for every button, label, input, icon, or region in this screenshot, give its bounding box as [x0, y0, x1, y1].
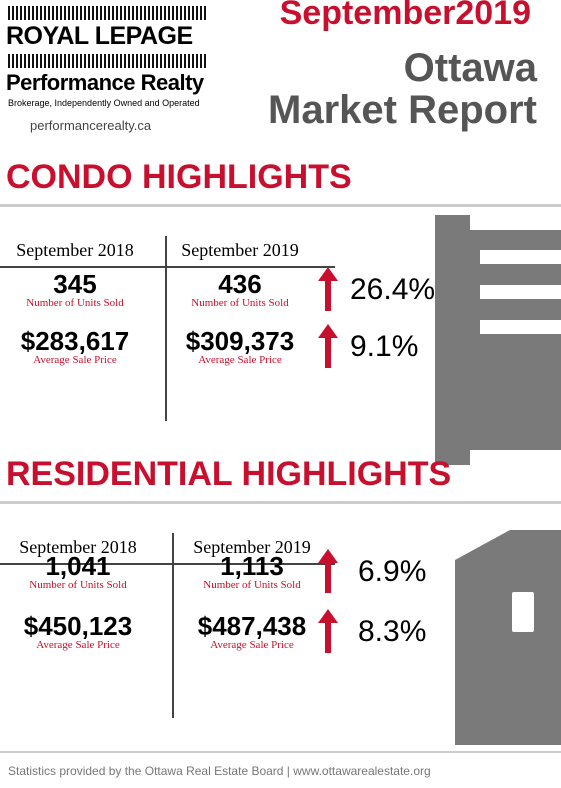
section-title: CONDO HIGHLIGHTS	[6, 158, 352, 196]
logo-brand: ROYAL LEPAGE	[6, 22, 193, 50]
residential-house-icon	[455, 530, 561, 745]
footer: Statistics provided by the Ottawa Real E…	[8, 764, 431, 778]
previous-value: $450,123	[23, 611, 133, 641]
percent-change: 6.9%	[358, 555, 427, 588]
report-title: Ottawa	[403, 46, 537, 90]
column-header: September 2018	[19, 537, 137, 557]
previous-value: $283,617	[20, 326, 130, 356]
percent-change: 9.1%	[350, 330, 419, 363]
current-value: 1,113	[220, 551, 284, 581]
section-title: RESIDENTIAL HIGHLIGHTS	[6, 455, 452, 493]
report-date: September2019	[279, 0, 531, 32]
metric-label: Number of Units Sold	[191, 297, 289, 309]
rule	[0, 204, 561, 207]
metric-label: Average Sale Price	[210, 639, 294, 651]
logo-stripes	[8, 6, 208, 20]
condo-building-icon	[435, 215, 561, 465]
column-header: September 2019	[181, 240, 299, 260]
report-title: Market Report	[268, 88, 537, 132]
rule	[0, 563, 335, 565]
current-value: 436	[218, 269, 262, 299]
column-divider	[165, 236, 167, 421]
logo-name: Performance Realty	[6, 70, 204, 95]
column-header: September 2019	[193, 537, 311, 557]
percent-change: 8.3%	[358, 615, 427, 648]
previous-value: 1,041	[45, 551, 111, 581]
metric-label: Average Sale Price	[33, 354, 117, 366]
logo-website: performancerealty.ca	[30, 118, 152, 133]
metric-label: Number of Units Sold	[29, 579, 127, 591]
metric-label: Number of Units Sold	[26, 297, 124, 309]
logo-stripes	[8, 54, 208, 68]
percent-change: 26.4%	[350, 273, 436, 306]
column-header: September 2018	[16, 240, 134, 260]
up-arrow	[318, 324, 338, 368]
logo-tagline: Brokerage, Independently Owned and Opera…	[8, 98, 200, 108]
up-arrow	[318, 609, 338, 653]
rule	[0, 266, 335, 268]
current-value: $309,373	[185, 326, 295, 356]
current-value: $487,438	[197, 611, 307, 641]
up-arrow	[318, 267, 338, 311]
rule	[0, 501, 561, 504]
metric-label: Average Sale Price	[198, 354, 282, 366]
up-arrow	[318, 549, 338, 593]
metric-label: Number of Units Sold	[203, 579, 301, 591]
previous-value: 345	[53, 269, 97, 299]
metric-label: Average Sale Price	[36, 639, 120, 651]
column-divider	[172, 533, 174, 718]
